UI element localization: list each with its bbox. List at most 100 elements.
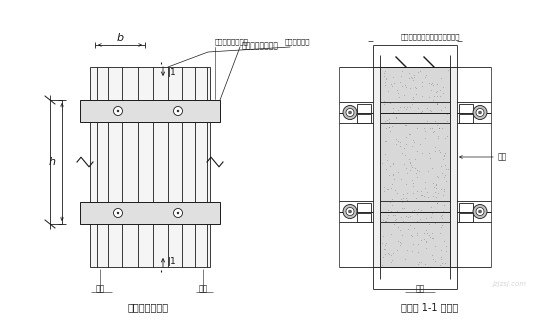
Point bbox=[423, 169, 432, 174]
Circle shape bbox=[478, 111, 482, 114]
Point bbox=[424, 209, 433, 214]
Point bbox=[432, 173, 441, 178]
Point bbox=[435, 148, 444, 153]
Point bbox=[402, 106, 411, 111]
Bar bbox=[357, 213, 371, 222]
Point bbox=[409, 241, 418, 246]
Point bbox=[379, 73, 388, 79]
Point bbox=[422, 209, 431, 214]
Point bbox=[430, 94, 438, 99]
Point bbox=[393, 225, 402, 230]
Point bbox=[379, 189, 388, 194]
Point bbox=[409, 74, 418, 79]
Point bbox=[430, 184, 439, 189]
Point bbox=[404, 131, 413, 136]
Point bbox=[394, 138, 403, 144]
Point bbox=[416, 68, 424, 73]
Point bbox=[380, 219, 389, 224]
Point bbox=[413, 230, 422, 235]
Point bbox=[381, 76, 390, 81]
Circle shape bbox=[117, 212, 119, 214]
Point bbox=[441, 249, 450, 254]
Point bbox=[422, 238, 431, 243]
Point bbox=[402, 195, 410, 201]
Text: |1: |1 bbox=[168, 258, 177, 267]
Circle shape bbox=[346, 207, 354, 215]
Point bbox=[412, 92, 421, 97]
Point bbox=[390, 222, 399, 227]
Point bbox=[413, 69, 422, 74]
Point bbox=[388, 83, 396, 89]
Point bbox=[398, 68, 407, 73]
Point bbox=[396, 196, 405, 201]
Point bbox=[408, 183, 417, 188]
Point bbox=[422, 190, 431, 195]
Point bbox=[440, 175, 449, 180]
Point bbox=[434, 126, 443, 131]
Point bbox=[391, 114, 400, 119]
Bar bbox=[357, 114, 371, 123]
Point bbox=[408, 190, 417, 195]
Text: 主樿（图形锂管）: 主樿（图形锂管） bbox=[242, 42, 279, 51]
Point bbox=[410, 84, 419, 90]
Text: 螺栓: 螺栓 bbox=[416, 285, 424, 293]
Point bbox=[403, 104, 412, 109]
Point bbox=[440, 152, 449, 157]
Point bbox=[385, 199, 394, 204]
Point bbox=[395, 104, 404, 109]
Point bbox=[438, 85, 447, 90]
Point bbox=[432, 100, 441, 105]
Point bbox=[395, 95, 404, 100]
Point bbox=[390, 217, 399, 223]
Point bbox=[401, 122, 410, 128]
Point bbox=[427, 82, 436, 87]
Point bbox=[442, 118, 451, 124]
Point bbox=[381, 241, 390, 246]
Circle shape bbox=[114, 209, 123, 217]
Point bbox=[408, 75, 417, 80]
Point bbox=[421, 240, 430, 245]
Point bbox=[393, 191, 402, 196]
Point bbox=[391, 216, 400, 221]
Point bbox=[380, 139, 389, 144]
Point bbox=[405, 104, 414, 109]
Point bbox=[429, 257, 438, 262]
Point bbox=[428, 193, 437, 198]
Bar bbox=[459, 203, 473, 212]
Point bbox=[394, 169, 403, 174]
Point bbox=[413, 148, 422, 153]
Point bbox=[397, 99, 406, 105]
Circle shape bbox=[114, 107, 123, 116]
Point bbox=[417, 109, 426, 115]
Circle shape bbox=[478, 210, 482, 213]
Point bbox=[409, 96, 418, 101]
Point bbox=[430, 258, 439, 263]
Point bbox=[394, 238, 403, 243]
Point bbox=[380, 247, 389, 252]
Point bbox=[417, 84, 426, 89]
Point bbox=[407, 74, 416, 79]
Point bbox=[393, 248, 402, 253]
Point bbox=[386, 253, 395, 258]
Point bbox=[381, 152, 390, 157]
Point bbox=[440, 104, 449, 109]
Point bbox=[436, 214, 445, 219]
Point bbox=[390, 187, 399, 193]
Point bbox=[431, 148, 440, 153]
Point bbox=[442, 111, 451, 116]
Point bbox=[411, 156, 420, 161]
Point bbox=[418, 80, 427, 85]
Point bbox=[425, 151, 434, 156]
Point bbox=[396, 79, 405, 84]
Point bbox=[412, 174, 421, 179]
Point bbox=[406, 223, 415, 228]
Point bbox=[440, 186, 449, 192]
Bar bbox=[459, 213, 473, 222]
Point bbox=[426, 155, 435, 160]
Point bbox=[441, 151, 450, 156]
Point bbox=[396, 177, 405, 182]
Point bbox=[414, 261, 423, 267]
Point bbox=[421, 111, 430, 116]
Point bbox=[440, 172, 449, 177]
Point bbox=[381, 83, 390, 88]
